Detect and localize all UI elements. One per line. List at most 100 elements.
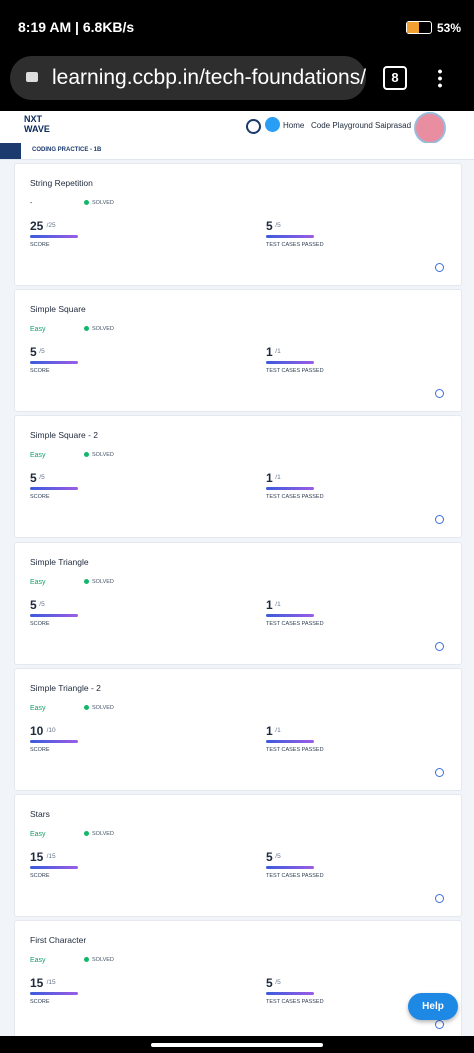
problem-card[interactable]: Simple Triangle Easy SOLVED 5/5 SCORE 1/1 TEST… (14, 541, 462, 665)
score: 5 (30, 597, 37, 612)
open-icon[interactable] (435, 515, 444, 525)
status-dot (84, 452, 89, 458)
nav-bar (0, 1036, 474, 1053)
passed: 5 (266, 850, 273, 864)
status: SOLVED (92, 831, 114, 837)
open-icon[interactable] (435, 1020, 444, 1030)
score-bar (30, 235, 78, 238)
nav-link[interactable]: Code Playground (311, 121, 373, 130)
difficulty: Easy (30, 957, 46, 965)
open-icon[interactable] (435, 389, 444, 399)
score-bar (30, 361, 78, 365)
passed-label: TEST CASES PASSED (266, 746, 324, 753)
problem-card[interactable]: String Repetition - SOLVED 25/25 SCORE 5/5 TES… (14, 163, 462, 286)
score-label: SCORE (30, 873, 50, 879)
breadcrumb: CODING PRACTICE - 1B (32, 147, 102, 153)
card-title: Simple Triangle - 2 (30, 682, 101, 693)
passed: 1 (266, 345, 273, 360)
url-bar[interactable]: learning.ccbp.in/tech-foundations/ (10, 56, 366, 100)
passed: 5 (266, 976, 273, 991)
difficulty: - (30, 200, 33, 207)
passed-label: TEST CASES PASSED (266, 494, 324, 501)
card-title: String Repetition (30, 178, 93, 188)
open-icon[interactable] (435, 641, 444, 651)
passed-label: TEST CASES PASSED (266, 873, 324, 879)
score: 25 (30, 219, 44, 233)
card-title: Simple Triangle (30, 556, 89, 567)
score-total: /10 (46, 726, 56, 734)
passed-bar (266, 866, 314, 869)
status-dot (84, 704, 89, 710)
passed: 1 (266, 471, 273, 486)
score-label: SCORE (30, 999, 50, 1006)
score-bar (30, 487, 78, 491)
status-dot (84, 200, 89, 205)
passed-bar (266, 487, 314, 491)
status: SOLVED (92, 578, 114, 585)
passed-label: TEST CASES PASSED (266, 242, 324, 248)
open-icon[interactable] (435, 263, 444, 272)
status: SOLVED (92, 326, 114, 333)
card-title: Stars (30, 809, 50, 819)
problem-card[interactable]: Stars Easy SOLVED 15/15 SCORE 5/5 TEST CASES P… (14, 794, 462, 917)
status: SOLVED (92, 957, 114, 964)
open-icon[interactable] (435, 894, 444, 903)
passed-bar (266, 613, 314, 617)
sidebar-toggle[interactable] (0, 143, 21, 159)
passed-total: /1 (275, 600, 281, 608)
score-bar (30, 739, 78, 743)
chat-icon (265, 117, 280, 132)
timer-icon (246, 119, 261, 134)
score-bar (30, 866, 78, 869)
score-total: /15 (46, 853, 56, 860)
problem-card[interactable]: First Character Easy SOLVED 15/15 SCORE 5/5 TE… (14, 920, 462, 1043)
status-dot (84, 957, 89, 963)
problem-card[interactable]: Simple Square - 2 Easy SOLVED 5/5 SCORE 1/1 TE… (14, 415, 462, 539)
battery-icon (406, 21, 432, 34)
status-dot (84, 326, 89, 332)
tab-count[interactable]: 8 (383, 66, 407, 90)
difficulty: Easy (30, 831, 46, 838)
site-header: NXT WAVE Home Code Playground Saiprasad (0, 111, 474, 144)
passed: 1 (266, 597, 273, 612)
card-title: Simple Square (30, 304, 86, 315)
open-icon[interactable] (435, 767, 444, 777)
passed-label: TEST CASES PASSED (266, 368, 324, 375)
passed-bar (266, 992, 314, 996)
avatar[interactable] (414, 112, 446, 144)
problem-card[interactable]: Simple Triangle - 2 Easy SOLVED 10/10 SCORE 1… (14, 667, 462, 791)
breadcrumb-bar: CODING PRACTICE - 1B (0, 143, 474, 160)
status-time: 8:19 AM | 6.8KB/s (18, 19, 135, 35)
score-label: SCORE (30, 494, 50, 501)
score-total: /25 (46, 222, 56, 229)
score-label: SCORE (30, 368, 50, 375)
score-bar (30, 613, 78, 617)
nav-link[interactable]: Home (283, 121, 305, 130)
passed: 5 (266, 219, 273, 233)
home-indicator[interactable] (151, 1043, 323, 1047)
help-button[interactable]: Help (408, 993, 458, 1020)
passed-total: /1 (275, 474, 281, 482)
lock-icon (26, 72, 38, 82)
score: 10 (30, 723, 44, 738)
passed-total: /5 (275, 853, 281, 860)
difficulty: Easy (30, 326, 46, 334)
passed-bar (266, 235, 314, 238)
problem-card[interactable]: Simple Square Easy SOLVED 5/5 SCORE 1/1 TEST C… (14, 289, 462, 413)
score-label: SCORE (30, 746, 50, 753)
score: 5 (30, 471, 37, 486)
score-total: /15 (46, 979, 56, 987)
status: SOLVED (92, 704, 114, 711)
passed-bar (266, 361, 314, 365)
passed: 1 (266, 723, 273, 738)
passed-total: /5 (275, 222, 281, 229)
score: 15 (30, 850, 44, 864)
passed-total: /5 (275, 979, 281, 987)
score-total: /5 (39, 600, 45, 608)
url: learning.ccbp.in/tech-foundations/ (52, 66, 367, 89)
nav-link[interactable]: Saiprasad (375, 121, 412, 130)
score-total: /5 (39, 348, 45, 356)
status-dot (84, 831, 89, 836)
menu[interactable] (438, 68, 442, 88)
